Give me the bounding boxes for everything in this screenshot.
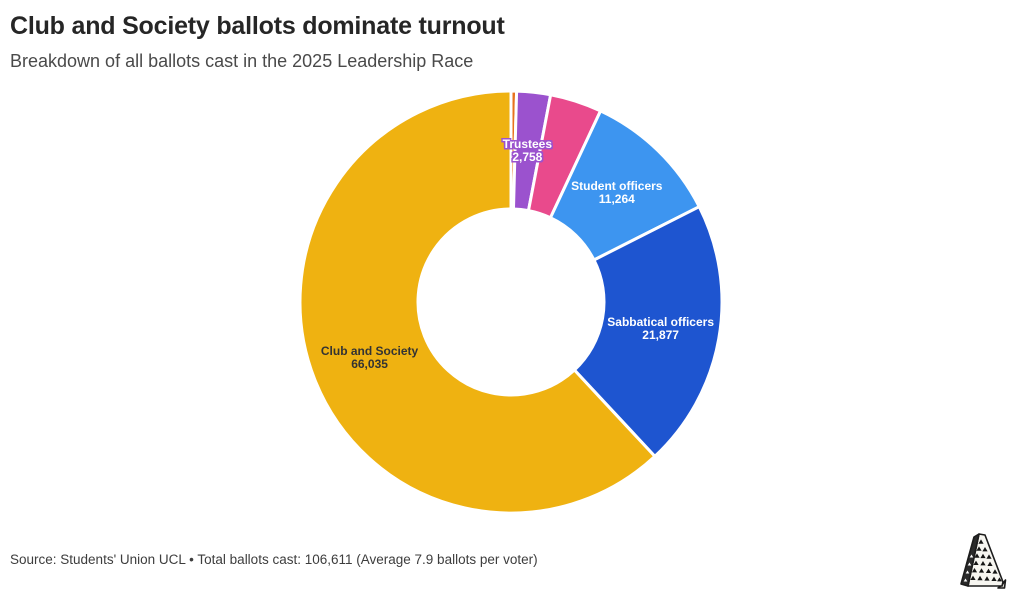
page-title: Club and Society ballots dominate turnou… (10, 12, 505, 40)
segment-club-and-society[interactable] (298, 89, 657, 515)
tower-windows (970, 539, 1002, 582)
tower-edge-marks (963, 554, 974, 582)
segment-sabbatical-officers[interactable] (572, 205, 724, 458)
chart-subtitle: Breakdown of all ballots cast in the 202… (10, 51, 474, 71)
source-note: Source: Students' Union UCL • Total ball… (10, 552, 538, 567)
tower-sketch-logo-icon (960, 533, 1007, 589)
